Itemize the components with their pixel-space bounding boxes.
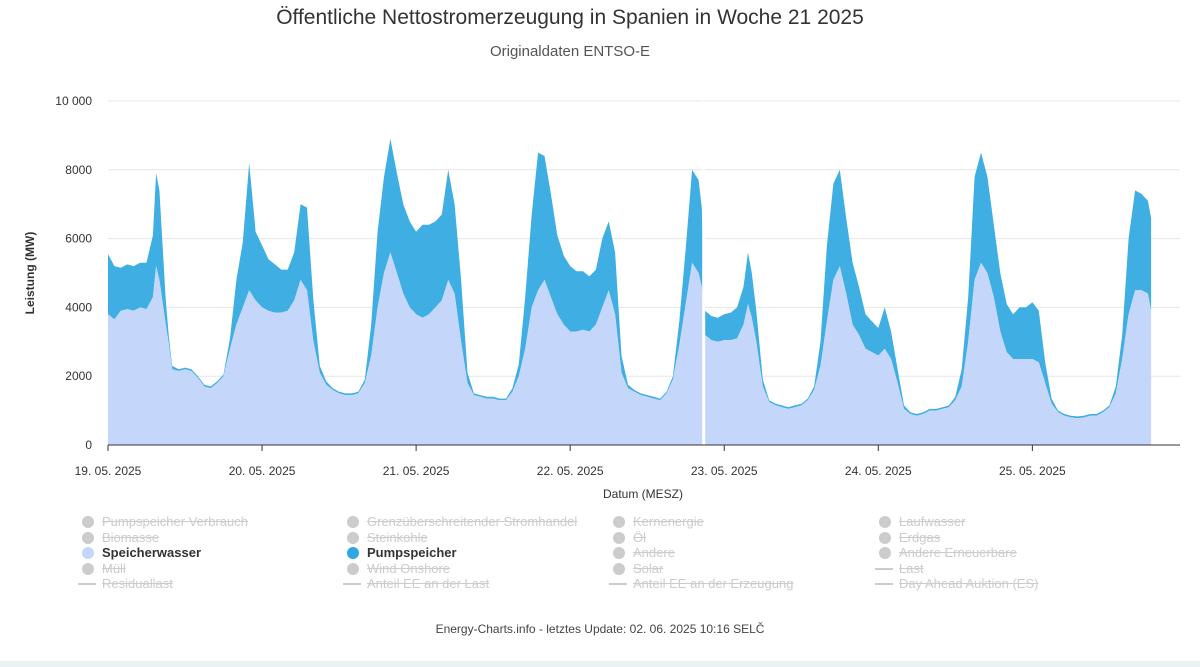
x-tick-label: 19. 05. 2025: [75, 464, 142, 478]
series-area-pumpspeicher[interactable]: [108, 138, 1152, 419]
legend-dot-marker: [613, 547, 625, 559]
legend-item-label: Andere Erneuerbare: [899, 545, 1017, 560]
x-axis-ticks: 19. 05. 2025 20. 05. 2025 21. 05. 2025 22. …: [75, 445, 1066, 478]
legend: Pumpspeicher Verbrauch Biomasse Speicherwa…: [0, 514, 1200, 594]
legend-dot-marker: [82, 562, 94, 575]
x-tick-label: 24. 05. 2025: [845, 464, 912, 478]
chart-subtitle: Originaldaten ENTSO-E: [489, 43, 651, 60]
x-tick-label: 25. 05. 2025: [999, 464, 1066, 478]
legend-dot-marker: [82, 531, 94, 544]
legend-item-label: Wind Onshore: [367, 560, 451, 576]
y-tick-label: 8000: [65, 163, 92, 177]
legend-item-label: Residuallast: [102, 576, 173, 591]
y-tick-label: 2000: [65, 369, 92, 383]
legend-item-label: Anteil EE an der Erzeugung: [633, 576, 794, 591]
legend-item-label: Pumpspeicher Verbrauch: [102, 514, 248, 529]
x-tick-label: 21. 05. 2025: [383, 464, 450, 478]
legend-item-label: Kernenergie: [633, 514, 704, 529]
legend-item-label: Speicherwasser: [102, 545, 202, 560]
legend-item-label: Müll: [102, 560, 126, 576]
legend-item-label: Erdgas: [899, 529, 941, 545]
series-areas: [108, 101, 1152, 445]
legend-dot-marker: [879, 547, 891, 559]
legend-item-label: Laufwasser: [899, 514, 966, 529]
legend-line-marker: [343, 583, 361, 585]
legend-line-marker: [875, 583, 893, 585]
legend-dot-marker: [347, 516, 359, 528]
legend-dot-marker: [613, 562, 625, 575]
legend-item-label: Last: [899, 560, 924, 576]
legend-item-label: Day Ahead Auktion (ES): [899, 576, 1039, 591]
chart-title: Öffentliche Nettostromerzeugung in Spani…: [276, 6, 864, 29]
legend-line-marker: [78, 583, 96, 585]
legend-line-marker: [875, 567, 893, 570]
legend-dot-marker: [879, 531, 891, 544]
footer-strip: [0, 661, 1200, 667]
legend-item-label: Steinkohle: [367, 529, 428, 545]
credit-text[interactable]: Energy-Charts.info - letztes Update: 02.…: [435, 622, 765, 636]
legend-item-label: Andere: [633, 545, 675, 560]
legend-dot-marker: [82, 516, 94, 528]
legend-item-label: Biomasse: [102, 529, 160, 545]
legend-dot-marker: [82, 547, 94, 559]
chart-area: 0 2000 4000 6000 8000 10 000 19. 05. 2025 20. …: [23, 94, 1180, 501]
y-tick-label: 0: [85, 438, 92, 452]
legend-dot-marker: [613, 516, 625, 528]
y-tick-label: 10 000: [55, 94, 92, 108]
y-tick-label: 6000: [65, 232, 92, 246]
y-axis-ticks: 0 2000 4000 6000 8000 10 000: [55, 94, 92, 452]
legend-dot-marker: [347, 562, 359, 575]
x-tick-label: 22. 05. 2025: [537, 464, 604, 478]
y-axis-title: Leistung (MW): [23, 232, 37, 315]
x-axis-title: Datum (MESZ): [603, 487, 683, 501]
x-tick-label: 23. 05. 2025: [691, 464, 758, 478]
legend-dot-marker: [879, 516, 891, 528]
legend-dot-marker: [347, 531, 359, 544]
series-area-speicherwasser[interactable]: [108, 252, 1152, 445]
legend-item-label: Pumpspeicher: [367, 545, 457, 560]
legend-line-marker: [609, 583, 627, 585]
legend-dot-marker: [347, 547, 359, 559]
legend-item-label: Grenzüberschreitender Stromhandel: [367, 514, 578, 529]
y-tick-label: 4000: [65, 300, 92, 314]
legend-item-label: Anteil EE an der Last: [367, 576, 490, 591]
legend-dot-marker: [613, 531, 625, 544]
x-tick-label: 20. 05. 2025: [229, 464, 296, 478]
legend-item-label: Öl: [633, 529, 646, 545]
legend-item-label: Solar: [633, 560, 664, 576]
